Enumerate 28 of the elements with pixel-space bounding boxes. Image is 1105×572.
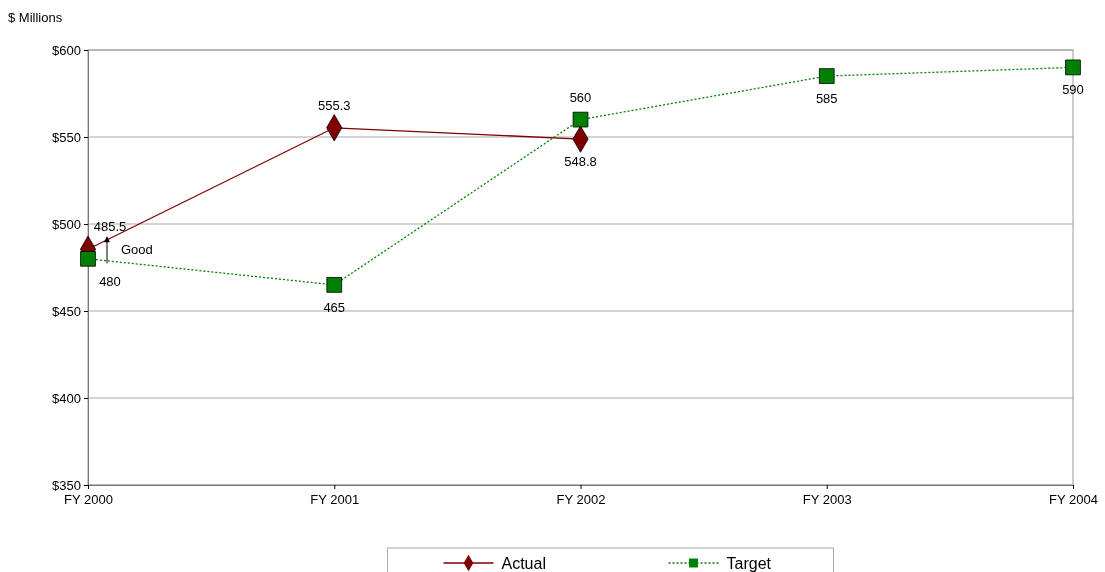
legend-label: Actual [501, 555, 546, 572]
point [818, 68, 835, 84]
legend-label: Target [726, 555, 772, 572]
data-label: 585 [815, 91, 838, 107]
annotation: Good [121, 242, 153, 258]
y-tick-label: $550 [52, 129, 81, 145]
x-tick-label: FY 2001 [310, 491, 360, 507]
data-label: 560 [569, 89, 592, 105]
x-tick-label: FY 2004 [1049, 491, 1098, 507]
y-tick-label: $500 [52, 216, 81, 232]
y-axis-title: $ Millions [8, 10, 63, 25]
y-tick-label: $350 [52, 477, 81, 493]
data-label: 555.3 [317, 97, 351, 113]
data-label: 590 [1062, 82, 1084, 98]
x-tick-label: FY 2003 [802, 491, 852, 507]
y-tick-label: $600 [52, 42, 81, 58]
y-tick-label: $400 [52, 390, 81, 406]
data-label: 548.8 [564, 154, 597, 170]
data-label: 465 [323, 299, 346, 315]
point [1065, 59, 1081, 76]
data-label: 485.5 [93, 219, 127, 235]
x-tick-label: FY 2000 [64, 491, 113, 507]
x-tick-label: FY 2002 [556, 491, 606, 507]
data-label: 480 [99, 273, 121, 289]
y-tick-label: $450 [52, 303, 81, 319]
point [572, 111, 589, 128]
point [80, 250, 96, 267]
point [326, 277, 343, 293]
